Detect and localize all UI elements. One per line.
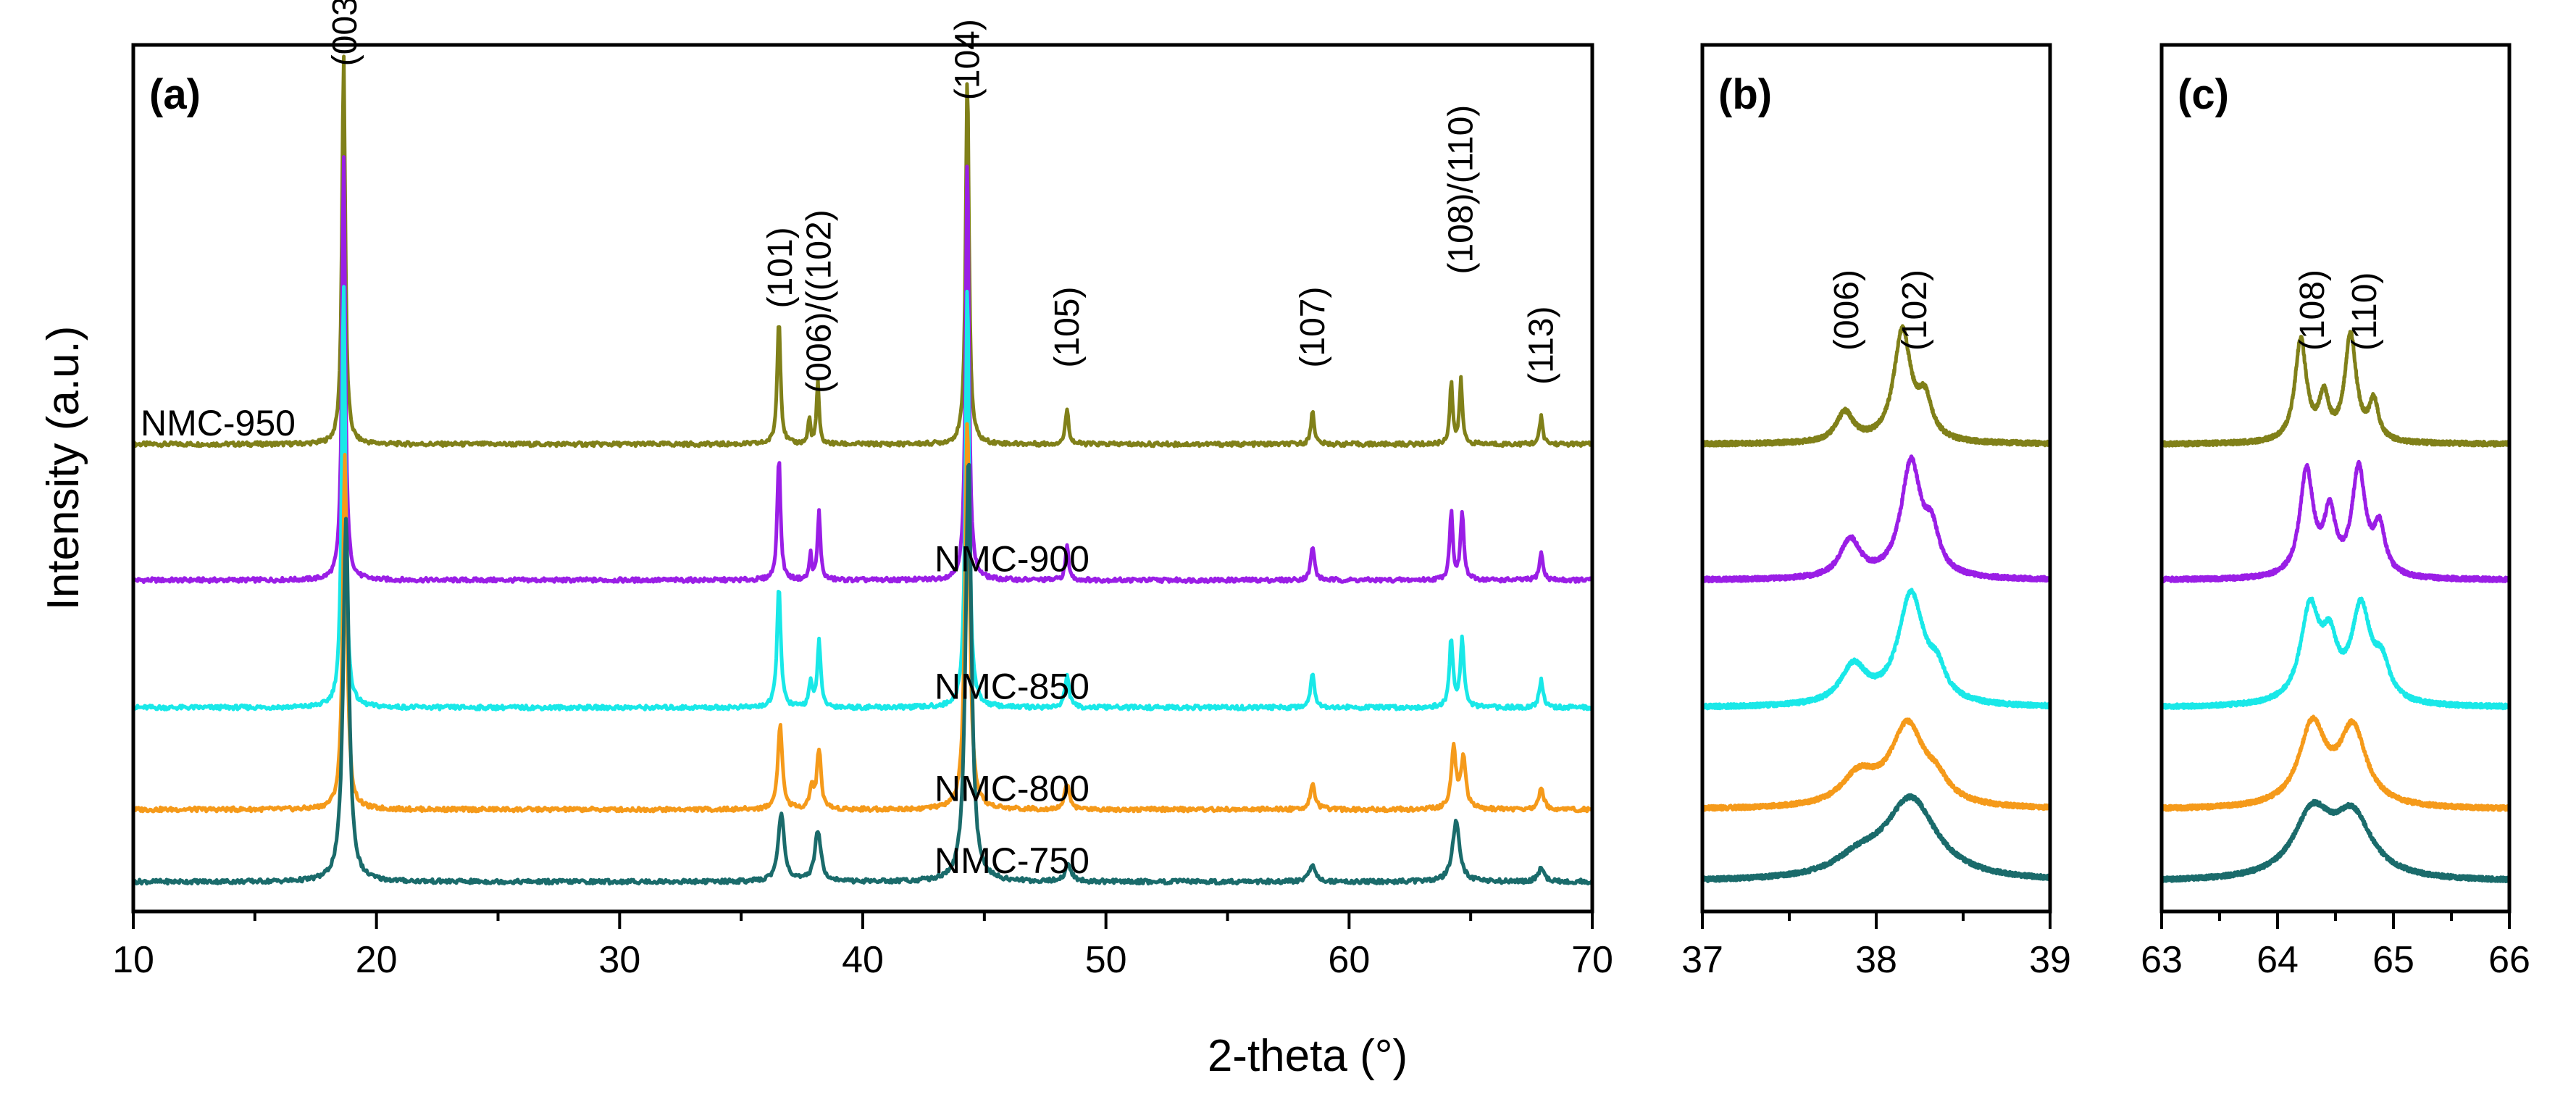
tick-label-a: 10	[112, 939, 154, 981]
labels-layer: NMC-950 NMC-900 NMC-850 NMC-800 NMC-750 (a) (0…	[141, 0, 2384, 881]
tick-label-a: 20	[356, 939, 398, 981]
traces-layer	[131, 54, 2512, 886]
trace-b-nmc-950	[1700, 324, 2052, 448]
peak-label-c-110: (110)	[2346, 272, 2384, 351]
peak-label-b-102: (102)	[1896, 270, 1934, 351]
trace-c-nmc-950	[2159, 330, 2512, 448]
peak-label-a-113: (113)	[1523, 306, 1561, 385]
peak-label-a-003: (003)	[326, 0, 364, 66]
tick-label-c: 63	[2141, 939, 2183, 981]
series-label-nmc-800: NMC-800	[934, 768, 1090, 809]
tick-label-a: 50	[1085, 939, 1127, 981]
trace-b-nmc-800	[1700, 717, 2052, 812]
tick-label-c: 66	[2488, 939, 2530, 981]
peak-label-c-108: (108)	[2293, 270, 2332, 351]
peak-label-a-105: (105)	[1048, 287, 1087, 368]
trace-a-nmc-900	[131, 155, 1594, 584]
peak-label-a-006-102: (006)/((102)	[800, 209, 839, 393]
trace-c-nmc-800	[2159, 714, 2512, 812]
trace-c-nmc-850	[2159, 596, 2512, 711]
trace-b-nmc-850	[1700, 588, 2052, 711]
tick-label-a: 30	[598, 939, 640, 981]
x-axis-title: 2-theta (°)	[1208, 1031, 1408, 1081]
tick-label-a: 40	[842, 939, 884, 981]
peak-label-a-108-110: (108)/(110)	[1442, 105, 1481, 275]
trace-a-nmc-950	[131, 54, 1594, 448]
panel-label-a: (a)	[149, 71, 201, 118]
peak-label-a-104: (104)	[948, 19, 987, 100]
peak-label-a-107: (107)	[1294, 287, 1332, 368]
series-label-nmc-900: NMC-900	[934, 539, 1090, 580]
tick-label-a: 70	[1571, 939, 1613, 981]
trace-c-nmc-750	[2159, 798, 2512, 884]
tick-label-b: 39	[2029, 939, 2071, 981]
series-label-nmc-850: NMC-850	[934, 667, 1090, 707]
y-axis-title: Intensity (a.u.)	[38, 326, 88, 611]
panel-label-b: (b)	[1718, 71, 1772, 118]
panel-label-c: (c)	[2178, 71, 2229, 118]
trace-a-nmc-800	[131, 422, 1594, 814]
trace-b-nmc-900	[1700, 454, 2052, 584]
tick-label-b: 38	[1855, 939, 1897, 981]
series-label-nmc-950: NMC-950	[141, 403, 296, 443]
trace-a-nmc-750	[131, 462, 1594, 886]
trace-b-nmc-750	[1700, 793, 2052, 884]
tick-label-b: 37	[1681, 939, 1723, 981]
ticks-layer: 10 20 30 40 50 60 70 37 38 39 63 64 65 66	[112, 911, 2530, 981]
tick-label-c: 64	[2257, 939, 2299, 981]
tick-label-a: 60	[1328, 939, 1370, 981]
peak-label-b-006: (006)	[1828, 270, 1866, 351]
peak-label-a-101: (101)	[761, 227, 800, 308]
trace-c-nmc-900	[2159, 459, 2512, 584]
tick-label-c: 65	[2372, 939, 2414, 981]
trace-a-nmc-850	[131, 285, 1594, 712]
series-label-nmc-750: NMC-750	[934, 840, 1090, 881]
